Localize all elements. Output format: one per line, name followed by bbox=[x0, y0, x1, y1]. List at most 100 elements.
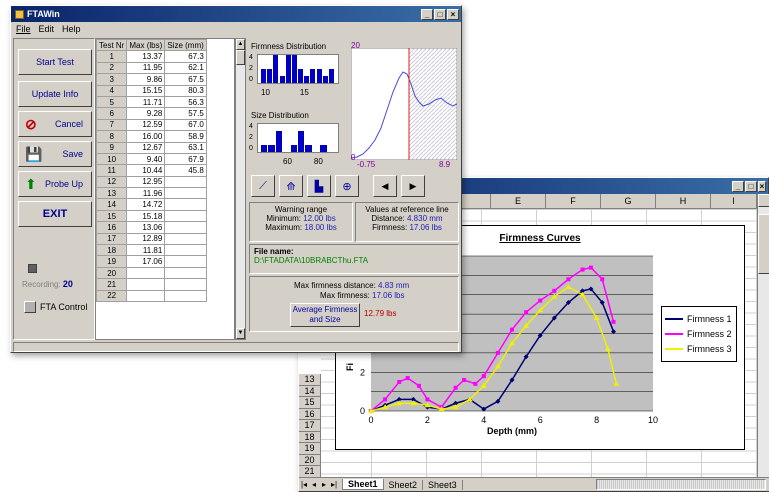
test-nr-cell[interactable]: 22 bbox=[96, 289, 128, 303]
size-cell[interactable] bbox=[164, 266, 207, 280]
sheet-tab-sheet3[interactable]: Sheet3 bbox=[423, 479, 463, 490]
next-button[interactable]: ▶ bbox=[401, 175, 425, 197]
column-header[interactable]: H bbox=[656, 194, 711, 209]
table-row[interactable]: 20 bbox=[96, 266, 207, 280]
size-cell[interactable] bbox=[164, 255, 207, 268]
max-cell[interactable] bbox=[126, 289, 166, 303]
max-cell[interactable]: 13.06 bbox=[126, 221, 166, 234]
test-nr-cell[interactable]: 2 bbox=[96, 61, 128, 75]
test-nr-cell[interactable]: 12 bbox=[96, 175, 128, 189]
table-row[interactable]: 7 12.59 67.0 bbox=[96, 118, 207, 132]
row-header[interactable]: 18 bbox=[299, 431, 321, 443]
row-header[interactable]: 17 bbox=[299, 420, 321, 432]
table-row[interactable]: 18 11.81 bbox=[96, 244, 207, 257]
test-nr-cell[interactable]: 4 bbox=[96, 84, 128, 97]
table-row[interactable]: 2 11.95 62.1 bbox=[96, 61, 207, 75]
scroll-down-arrow[interactable]: ▼ bbox=[236, 328, 245, 339]
view-curve-1-button[interactable]: ⟋ bbox=[251, 175, 275, 197]
size-cell[interactable]: 62.1 bbox=[164, 61, 207, 75]
test-nr-cell[interactable]: 8 bbox=[96, 130, 128, 143]
view-histogram-button[interactable]: ▙ bbox=[307, 175, 331, 197]
firmness-curve-graph[interactable] bbox=[351, 48, 457, 160]
row-header[interactable]: 14 bbox=[299, 385, 321, 397]
max-cell[interactable]: 13.37 bbox=[126, 50, 166, 63]
size-cell[interactable]: 67.0 bbox=[164, 118, 207, 132]
size-cell[interactable]: 80.3 bbox=[164, 84, 207, 97]
menu-file[interactable]: File bbox=[16, 24, 31, 34]
scroll-up-arrow[interactable] bbox=[758, 194, 769, 207]
size-cell[interactable]: 67.5 bbox=[164, 73, 207, 86]
previous-button[interactable]: ◀ bbox=[373, 175, 397, 197]
table-row[interactable]: 1 13.37 67.3 bbox=[96, 50, 207, 63]
size-cell[interactable] bbox=[164, 278, 207, 291]
table-row[interactable]: 12 12.95 bbox=[96, 175, 207, 189]
table-scrollbar[interactable]: ▲ ▼ bbox=[235, 38, 246, 340]
size-cell[interactable] bbox=[164, 198, 207, 211]
size-cell[interactable]: 67.9 bbox=[164, 152, 207, 166]
table-row[interactable]: 16 13.06 bbox=[96, 221, 207, 234]
row-header[interactable]: 19 bbox=[299, 443, 321, 455]
menu-edit[interactable]: Edit bbox=[38, 24, 55, 34]
table-row[interactable]: 13 11.96 bbox=[96, 187, 207, 200]
test-nr-cell[interactable]: 19 bbox=[96, 255, 128, 268]
test-nr-cell[interactable]: 3 bbox=[96, 73, 128, 86]
column-header[interactable]: E bbox=[491, 194, 546, 209]
test-nr-cell[interactable]: 14 bbox=[96, 198, 128, 211]
close-button[interactable]: × bbox=[758, 180, 766, 192]
size-cell[interactable] bbox=[164, 209, 207, 223]
max-cell[interactable]: 12.89 bbox=[126, 232, 166, 246]
view-curve-2-button[interactable]: ⟰ bbox=[279, 175, 303, 197]
size-cell[interactable]: 63.1 bbox=[164, 141, 207, 154]
max-cell[interactable]: 9.86 bbox=[126, 73, 166, 86]
save-button[interactable]: 💾 Save bbox=[18, 141, 92, 167]
max-cell[interactable] bbox=[126, 278, 166, 291]
test-nr-cell[interactable]: 1 bbox=[96, 50, 128, 63]
test-nr-cell[interactable]: 5 bbox=[96, 95, 128, 109]
table-row[interactable]: 19 17.06 bbox=[96, 255, 207, 268]
vertical-scrollbar[interactable] bbox=[757, 194, 769, 477]
size-cell[interactable]: 45.8 bbox=[164, 164, 207, 177]
table-row[interactable]: 9 12.67 63.1 bbox=[96, 141, 207, 154]
max-cell[interactable]: 16.00 bbox=[126, 130, 166, 143]
table-row[interactable]: 21 bbox=[96, 278, 207, 291]
max-cell[interactable]: 12.59 bbox=[126, 118, 166, 132]
max-cell[interactable]: 15.18 bbox=[126, 209, 166, 223]
max-cell[interactable]: 14.72 bbox=[126, 198, 166, 211]
fta-control-checkbox[interactable] bbox=[24, 301, 36, 313]
sheet-tab-sheet1[interactable]: Sheet1 bbox=[342, 479, 384, 490]
size-cell[interactable] bbox=[164, 187, 207, 200]
max-cell[interactable]: 15.15 bbox=[126, 84, 166, 97]
table-row[interactable]: 8 16.00 58.9 bbox=[96, 130, 207, 143]
minimize-button[interactable]: _ bbox=[421, 8, 433, 20]
test-nr-cell[interactable]: 7 bbox=[96, 118, 128, 132]
column-header[interactable]: G bbox=[601, 194, 656, 209]
minimize-button[interactable]: _ bbox=[732, 180, 744, 192]
max-cell[interactable]: 11.96 bbox=[126, 187, 166, 200]
table-row[interactable]: 22 bbox=[96, 289, 207, 303]
menu-help[interactable]: Help bbox=[62, 24, 81, 34]
probe-up-button[interactable]: ⬆ Probe Up bbox=[18, 171, 92, 197]
sheet-tab-sheet2[interactable]: Sheet2 bbox=[384, 479, 424, 490]
test-nr-cell[interactable]: 6 bbox=[96, 107, 128, 120]
average-firmness-button[interactable]: Average Firmness and Size bbox=[290, 303, 360, 327]
row-header[interactable]: 15 bbox=[299, 397, 321, 409]
table-row[interactable]: 3 9.86 67.5 bbox=[96, 73, 207, 86]
test-data-table[interactable]: Test Nr Max (lbs) Size (mm) 1 13.37 67.3 2 1… bbox=[96, 39, 207, 303]
test-nr-cell[interactable]: 21 bbox=[96, 278, 128, 291]
size-cell[interactable] bbox=[164, 221, 207, 234]
row-header[interactable]: 20 bbox=[299, 454, 321, 466]
table-row[interactable]: 11 10.44 45.8 bbox=[96, 164, 207, 177]
max-cell[interactable] bbox=[126, 266, 166, 280]
table-row[interactable]: 4 15.15 80.3 bbox=[96, 84, 207, 97]
size-cell[interactable] bbox=[164, 244, 207, 257]
update-info-button[interactable]: Update Info bbox=[18, 81, 92, 107]
table-row[interactable]: 10 9.40 67.9 bbox=[96, 152, 207, 166]
exit-button[interactable]: EXIT bbox=[18, 201, 92, 227]
size-cell[interactable]: 58.9 bbox=[164, 130, 207, 143]
row-header[interactable]: 16 bbox=[299, 408, 321, 420]
size-cell[interactable] bbox=[164, 232, 207, 246]
size-cell[interactable] bbox=[164, 175, 207, 189]
tab-scroll-first-icon[interactable]: |◂ bbox=[300, 480, 308, 489]
test-nr-cell[interactable]: 10 bbox=[96, 152, 128, 166]
test-data-table-container[interactable]: Test Nr Max (lbs) Size (mm) 1 13.37 67.3 2 1… bbox=[95, 38, 235, 340]
